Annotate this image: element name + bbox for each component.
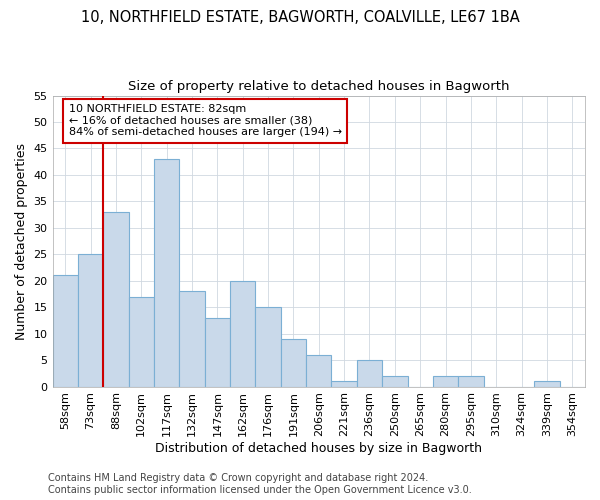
Bar bbox=[230, 281, 256, 386]
Text: 10 NORTHFIELD ESTATE: 82sqm
← 16% of detached houses are smaller (38)
84% of sem: 10 NORTHFIELD ESTATE: 82sqm ← 16% of det… bbox=[68, 104, 341, 138]
Bar bbox=[281, 339, 306, 386]
Title: Size of property relative to detached houses in Bagworth: Size of property relative to detached ho… bbox=[128, 80, 509, 93]
Bar bbox=[179, 292, 205, 386]
Bar bbox=[357, 360, 382, 386]
Bar bbox=[306, 355, 331, 386]
Bar bbox=[128, 296, 154, 386]
Bar bbox=[433, 376, 458, 386]
Bar bbox=[103, 212, 128, 386]
Bar bbox=[78, 254, 103, 386]
Bar bbox=[382, 376, 407, 386]
Bar bbox=[331, 382, 357, 386]
Y-axis label: Number of detached properties: Number of detached properties bbox=[15, 142, 28, 340]
Text: Contains HM Land Registry data © Crown copyright and database right 2024.
Contai: Contains HM Land Registry data © Crown c… bbox=[48, 474, 472, 495]
Bar bbox=[205, 318, 230, 386]
X-axis label: Distribution of detached houses by size in Bagworth: Distribution of detached houses by size … bbox=[155, 442, 482, 455]
Bar bbox=[534, 382, 560, 386]
Text: 10, NORTHFIELD ESTATE, BAGWORTH, COALVILLE, LE67 1BA: 10, NORTHFIELD ESTATE, BAGWORTH, COALVIL… bbox=[80, 10, 520, 25]
Bar bbox=[53, 276, 78, 386]
Bar bbox=[256, 307, 281, 386]
Bar bbox=[458, 376, 484, 386]
Bar bbox=[154, 159, 179, 386]
